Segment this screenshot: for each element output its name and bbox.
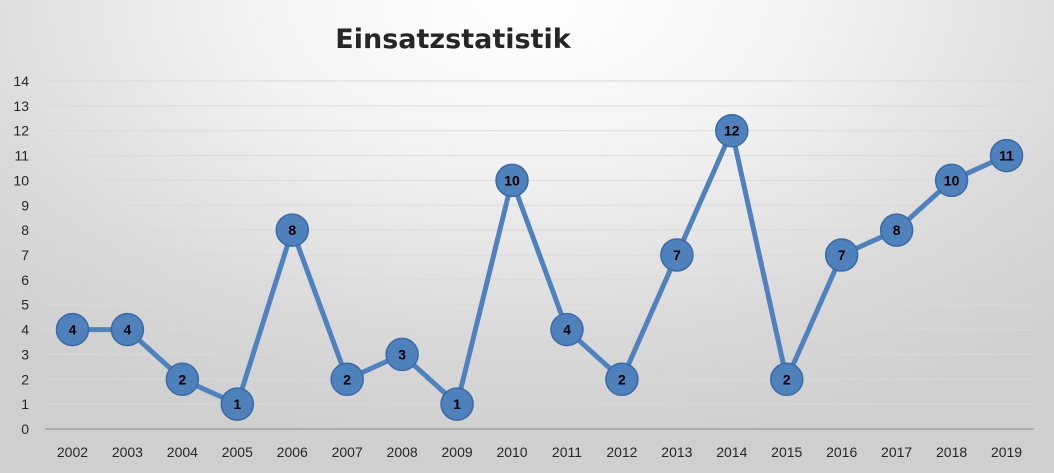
y-tick-label: 1	[21, 396, 29, 412]
y-tick-label: 5	[21, 297, 29, 313]
x-tick-label: 2017	[881, 444, 912, 460]
y-tick-label: 13	[13, 98, 29, 114]
chart-title: Einsatzstatistik	[335, 24, 571, 55]
x-axis-tick-labels: 2002 2003 2004 2005 2006 2007 2008 2009 2010 2011…	[57, 444, 1022, 460]
data-point-marker	[934, 163, 969, 198]
x-tick-label: 2007	[332, 444, 363, 460]
y-tick-label: 7	[21, 247, 29, 263]
data-point-marker	[440, 387, 474, 421]
data-point-marker	[605, 362, 639, 397]
y-tick-label: 14	[13, 73, 29, 89]
data-point-marker	[110, 312, 145, 347]
data-label: 7	[673, 247, 681, 263]
data-label: 8	[893, 222, 901, 238]
data-label: 2	[618, 371, 626, 387]
y-tick-label: 3	[21, 346, 29, 362]
data-label: 7	[838, 247, 846, 263]
markers	[55, 113, 1024, 421]
data-label: 4	[124, 322, 132, 338]
data-point-marker	[55, 312, 90, 347]
x-tick-label: 2013	[661, 444, 692, 460]
y-tick-label: 2	[21, 371, 29, 387]
y-tick-label: 6	[21, 272, 29, 288]
y-tick-label: 0	[21, 421, 29, 437]
y-tick-label: 10	[13, 172, 29, 188]
data-label: 2	[783, 371, 791, 387]
y-tick-label: 8	[21, 222, 29, 238]
series-line	[69, 128, 1010, 407]
x-tick-label: 2018	[936, 444, 967, 460]
data-point-marker	[330, 362, 364, 397]
x-tick-label: 2015	[771, 444, 802, 460]
x-tick-label: 2011	[552, 444, 582, 460]
data-point-marker	[989, 138, 1024, 173]
data-point-marker	[165, 362, 200, 397]
x-tick-label: 2002	[57, 444, 88, 460]
x-tick-label: 2012	[606, 444, 637, 460]
x-tick-label: 2006	[277, 444, 308, 460]
x-tick-label: 2004	[167, 444, 198, 460]
data-label: 10	[944, 172, 960, 188]
y-tick-label: 9	[21, 197, 29, 213]
data-label: 3	[398, 346, 406, 362]
x-tick-label: 2014	[716, 444, 747, 460]
data-labels: 4 4 2 1 8 2 3 1 10 4 2 7 12 2 7 8 10 11	[69, 123, 1015, 412]
x-tick-label: 2005	[222, 444, 253, 460]
data-label: 1	[453, 396, 461, 412]
data-point-marker	[715, 113, 749, 148]
data-label: 4	[69, 322, 77, 338]
x-tick-label: 2009	[442, 444, 473, 460]
data-point-marker	[220, 387, 255, 421]
data-point-marker	[770, 362, 804, 397]
series-line-layer	[69, 128, 1010, 407]
data-label: 4	[563, 322, 571, 338]
data-label: 2	[343, 371, 351, 387]
x-tick-label: 2019	[991, 444, 1022, 460]
x-tick-label: 2010	[496, 444, 527, 460]
data-label: 10	[504, 172, 520, 188]
data-label: 8	[288, 222, 296, 238]
data-label: 12	[724, 123, 740, 139]
y-tick-label: 12	[13, 123, 29, 139]
x-tick-label: 2016	[826, 444, 857, 460]
data-point-marker	[660, 238, 694, 272]
data-point-marker	[385, 337, 419, 372]
data-point-marker	[824, 238, 859, 272]
y-tick-label: 11	[14, 148, 29, 164]
x-tick-label: 2003	[112, 444, 143, 460]
x-tick-label: 2008	[387, 444, 418, 460]
data-point-marker	[275, 213, 309, 247]
data-label: 2	[178, 371, 186, 387]
data-point-marker	[550, 312, 584, 347]
data-point-marker	[879, 213, 914, 247]
data-label: 1	[233, 396, 241, 412]
data-point-marker	[495, 163, 529, 198]
y-tick-label: 4	[21, 322, 29, 338]
data-label: 11	[999, 148, 1014, 164]
gridlines	[45, 80, 1034, 430]
